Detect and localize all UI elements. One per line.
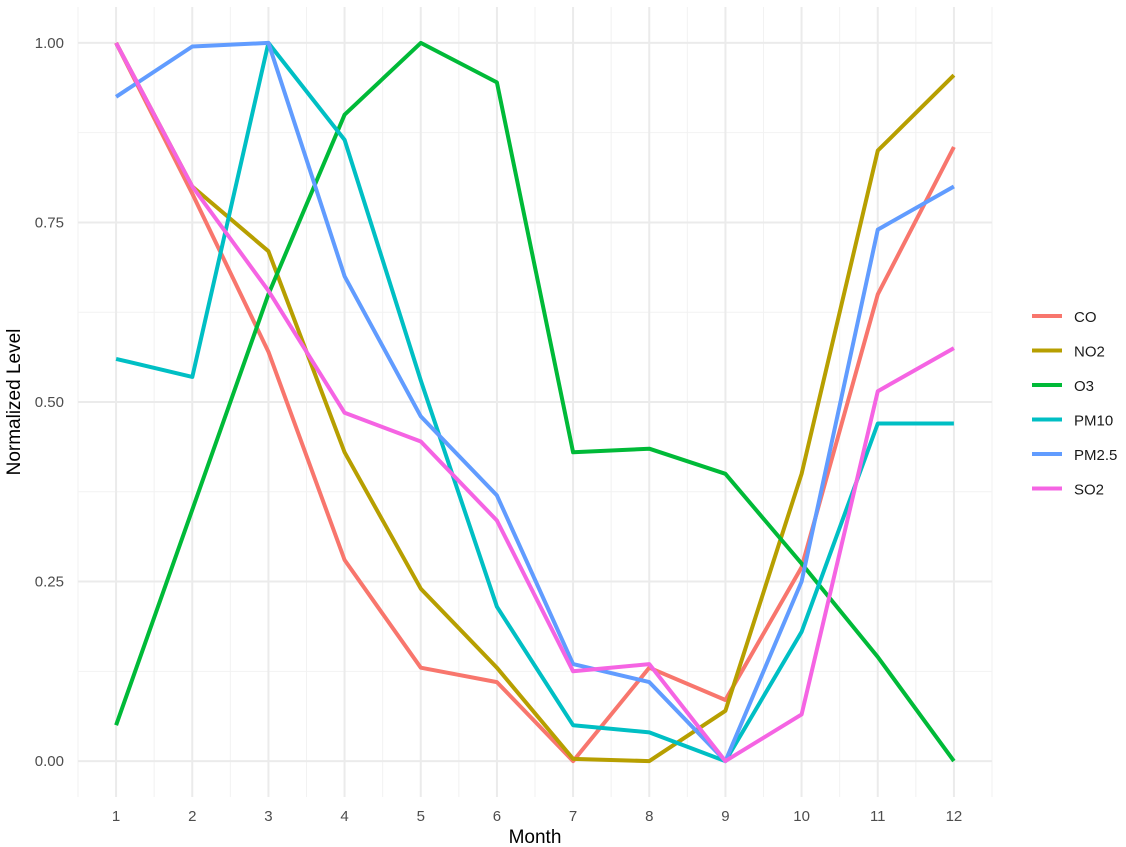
x-tick-label: 1 xyxy=(112,808,120,825)
y-tick-label: 0.75 xyxy=(35,214,64,231)
series-line-pm25 xyxy=(114,40,955,764)
y-tick-label: 1.00 xyxy=(35,35,64,52)
legend-label: CO xyxy=(1074,309,1097,326)
legend-label: PM2.5 xyxy=(1074,447,1117,464)
x-tick-label: 7 xyxy=(569,808,577,825)
x-tick-label: 10 xyxy=(793,808,810,825)
series-line-o3 xyxy=(114,40,956,763)
y-tick-label: 0.50 xyxy=(35,394,64,411)
series-line-so2 xyxy=(114,41,955,764)
legend-label: O3 xyxy=(1074,378,1094,395)
x-tick-label: 11 xyxy=(870,808,886,825)
x-tick-label: 5 xyxy=(417,808,425,825)
x-tick-label: 8 xyxy=(645,808,653,825)
legend-label: NO2 xyxy=(1074,344,1105,361)
y-tick-label: 0.00 xyxy=(35,753,64,770)
x-tick-label: 6 xyxy=(493,808,501,825)
legend-label: SO2 xyxy=(1074,482,1104,499)
series-line-no2 xyxy=(114,41,956,764)
series-line-pm10 xyxy=(115,40,954,764)
x-axis-title: Month xyxy=(509,827,562,847)
x-tick-label: 3 xyxy=(264,808,272,825)
y-axis-title: Normalized Level xyxy=(4,329,25,476)
x-tick-label: 12 xyxy=(946,808,963,825)
legend: CO NO2 O3 PM10 PM2.5 SO2 xyxy=(1032,309,1117,499)
legend-label: PM10 xyxy=(1074,413,1113,430)
axis-ticks: 1 2 3 4 5 6 7 8 9 10 11 120.000.250.500.751.00 xyxy=(35,35,962,825)
x-tick-label: 9 xyxy=(721,808,729,825)
series-lines xyxy=(114,40,956,764)
x-tick-label: 4 xyxy=(340,808,348,825)
x-tick-label: 2 xyxy=(188,808,196,825)
y-tick-label: 0.25 xyxy=(35,574,64,591)
